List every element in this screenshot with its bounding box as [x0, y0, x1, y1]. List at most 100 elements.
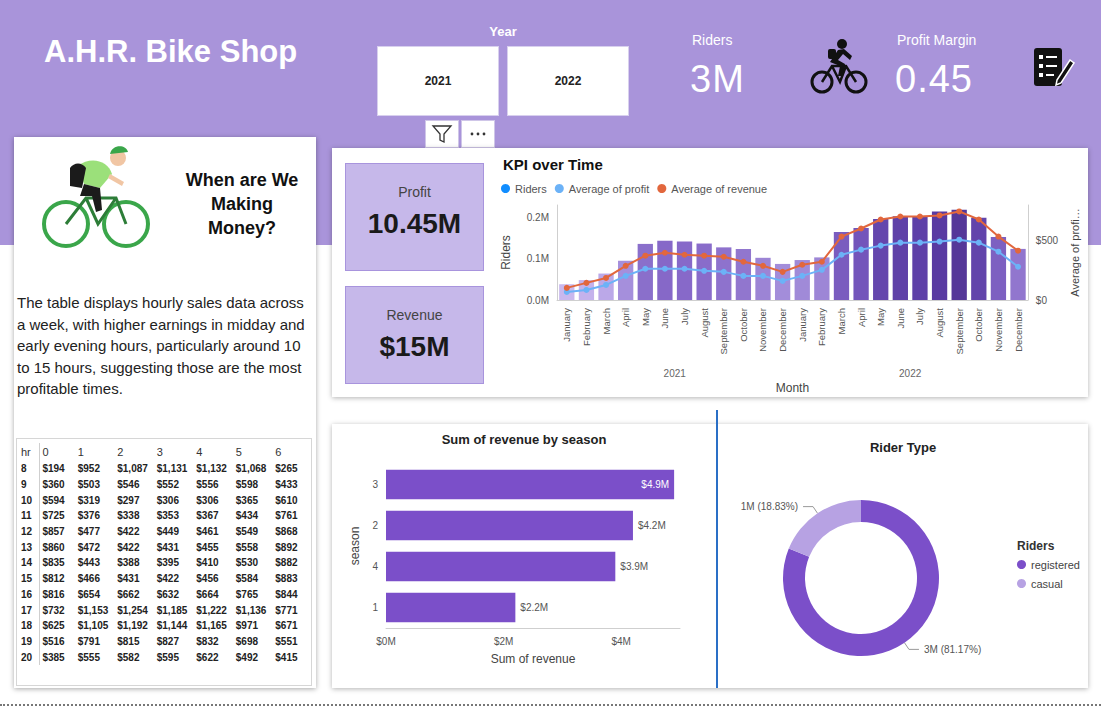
svg-text:4: 4: [372, 561, 378, 572]
svg-text:May: May: [875, 308, 886, 326]
svg-text:August: August: [699, 308, 710, 338]
html-text:3M: 3M: [690, 58, 745, 100]
html-text:12: 12: [21, 526, 33, 538]
html-text:$952: $952: [77, 463, 100, 475]
html-text:$338: $338: [117, 510, 140, 522]
html-text:2022: 2022: [554, 74, 582, 88]
html-text:$422: $422: [117, 526, 140, 538]
html-text:$1,132: $1,132: [196, 463, 227, 475]
svg-text:2: 2: [372, 520, 378, 531]
html-text:$461: $461: [196, 526, 219, 538]
html-text:$477: $477: [77, 526, 100, 538]
svg-text:April: April: [856, 308, 867, 327]
svg-text:$500: $500: [1036, 235, 1059, 246]
html-text:$15M: $15M: [379, 331, 450, 362]
svg-text:1M (18.83%): 1M (18.83%): [741, 501, 798, 512]
svg-text:registered: registered: [1031, 559, 1080, 571]
svg-text:Month: Month: [776, 381, 809, 395]
svg-text:August: August: [934, 308, 945, 338]
svg-text:0.0M: 0.0M: [527, 295, 549, 306]
svg-text:March: March: [836, 308, 847, 334]
html-text:A.H.R. Bike Shop: A.H.R. Bike Shop: [44, 34, 298, 69]
svg-text:February: February: [581, 308, 592, 346]
svg-text:$2.2M: $2.2M: [520, 602, 548, 613]
html-text:$857: $857: [42, 526, 65, 538]
svg-text:$4M: $4M: [611, 636, 630, 647]
svg-text:KPI over Time: KPI over Time: [503, 156, 603, 173]
svg-text:Riders: Riders: [515, 183, 547, 195]
html-text:$376: $376: [77, 510, 100, 522]
html-text:$1,068: $1,068: [235, 463, 267, 475]
svg-text:Average of profit: Average of profit: [569, 183, 650, 195]
svg-text:$4.2M: $4.2M: [638, 520, 666, 531]
svg-text:Sum of revenue: Sum of revenue: [491, 652, 576, 666]
html-text:10.45M: 10.45M: [367, 208, 462, 239]
html-text:2021: 2021: [424, 74, 452, 88]
html-text:When are We Making Money?: When are We Making Money?: [185, 170, 299, 238]
svg-text:$3.9M: $3.9M: [620, 561, 648, 572]
html-text:Year: Year: [489, 24, 517, 39]
svg-text:January: January: [561, 308, 572, 342]
svg-text:September: September: [718, 308, 729, 354]
svg-text:casual: casual: [1031, 578, 1063, 590]
svg-text:2021: 2021: [664, 368, 687, 379]
html-text:The table displays hourly sale: The table displays hourly sales data acr…: [17, 294, 305, 397]
html-text:Riders: Riders: [692, 32, 733, 48]
html-text:$594: $594: [42, 494, 65, 506]
svg-text:October: October: [738, 308, 749, 342]
svg-text:July: July: [914, 308, 925, 325]
svg-text:0.2M: 0.2M: [527, 212, 549, 223]
html-text:$306: $306: [156, 494, 179, 506]
html-text:$449: $449: [156, 526, 179, 538]
html-text:$306: $306: [196, 494, 219, 506]
html-text:$725: $725: [42, 510, 65, 522]
svg-text:December: December: [1013, 308, 1024, 352]
svg-text:3M (81.17%): 3M (81.17%): [924, 644, 981, 655]
svg-text:$0M: $0M: [376, 636, 395, 647]
html-text:$365: $365: [235, 494, 258, 506]
svg-text:Sum of revenue by season: Sum of revenue by season: [442, 432, 607, 447]
html-text:Revenue: Revenue: [386, 307, 443, 323]
svg-text:February: February: [816, 308, 827, 346]
svg-text:2022: 2022: [899, 368, 922, 379]
html-text:$761: $761: [275, 510, 298, 522]
svg-text:Riders: Riders: [499, 235, 513, 270]
html-text:0.45: 0.45: [895, 58, 973, 100]
html-text:10: 10: [21, 494, 33, 506]
html-text:Profit: Profit: [398, 184, 431, 200]
html-text:$353: $353: [156, 510, 179, 522]
svg-text:$4.9M: $4.9M: [641, 479, 669, 490]
html-text:$297: $297: [117, 494, 140, 506]
svg-text:1: 1: [372, 602, 378, 613]
svg-text:March: March: [601, 308, 612, 334]
svg-text:October: October: [973, 308, 984, 342]
svg-text:November: November: [993, 308, 1004, 352]
svg-text:December: December: [777, 308, 788, 352]
html-text:$1,131: $1,131: [156, 463, 188, 475]
html-text:$367: $367: [196, 510, 219, 522]
svg-text:Average of profi…: Average of profi…: [1069, 208, 1081, 296]
svg-text:June: June: [895, 308, 906, 329]
html-text:$434: $434: [235, 510, 258, 522]
html-text:Profit Margin: Profit Margin: [897, 32, 977, 48]
svg-text:July: July: [679, 308, 690, 325]
svg-text:May: May: [640, 308, 651, 326]
svg-text:November: November: [757, 308, 768, 352]
svg-text:Riders: Riders: [1017, 539, 1055, 553]
html-text:$610: $610: [275, 494, 298, 506]
svg-text:0.1M: 0.1M: [527, 253, 549, 264]
html-text:$265: $265: [275, 463, 298, 475]
svg-text:Average of revenue: Average of revenue: [671, 183, 767, 195]
svg-text:Rider Type: Rider Type: [870, 440, 936, 455]
svg-text:season: season: [348, 527, 362, 566]
svg-text:$0: $0: [1036, 295, 1048, 306]
svg-text:January: January: [797, 308, 808, 342]
svg-text:3: 3: [372, 479, 378, 490]
svg-text:April: April: [620, 308, 631, 327]
svg-text:$2M: $2M: [494, 636, 513, 647]
svg-text:September: September: [954, 308, 965, 354]
html-text:$1,087: $1,087: [117, 463, 148, 475]
html-text:$319: $319: [77, 494, 100, 506]
svg-text:June: June: [659, 308, 670, 329]
html-text:$194: $194: [42, 463, 65, 475]
